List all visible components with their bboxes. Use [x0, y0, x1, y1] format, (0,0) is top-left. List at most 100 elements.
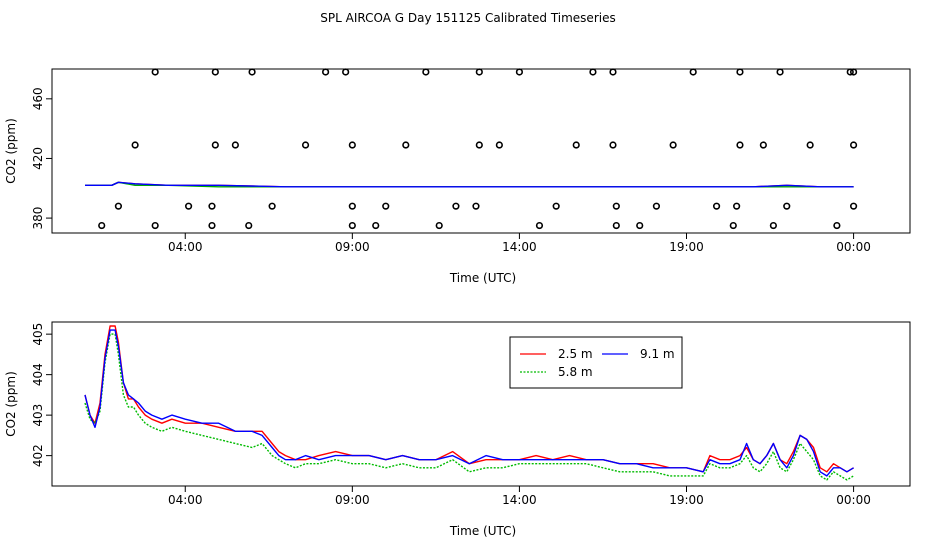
reference-point — [733, 202, 741, 210]
figure-title: SPL AIRCOA G Day 151125 Calibrated Times… — [320, 11, 615, 25]
reference-point — [849, 141, 858, 149]
reference-point — [833, 221, 841, 230]
reference-point — [151, 221, 159, 230]
reference-point — [609, 68, 617, 76]
reference-point — [342, 68, 350, 76]
reference-point — [322, 68, 330, 76]
reference-point — [669, 141, 677, 149]
bottom-series-lines — [84, 325, 854, 481]
top-y-axis-label: CO2 (ppm) — [4, 118, 18, 184]
top-plot-box — [51, 68, 911, 234]
x-tick-label: 14:00 — [502, 240, 537, 254]
reference-point — [131, 141, 139, 149]
legend-label-2-5m: 2.5 m — [558, 347, 593, 361]
reference-point — [422, 68, 430, 76]
reference-point — [211, 68, 219, 76]
legend-box — [509, 336, 683, 389]
legend: 2.5 m 5.8 m 9.1 m — [509, 336, 683, 389]
reference-point — [452, 202, 460, 210]
reference-point — [151, 68, 159, 76]
y-tick-label: 460 — [31, 87, 45, 110]
reference-point — [268, 202, 276, 210]
reference-point — [612, 221, 620, 230]
reference-point — [98, 221, 106, 230]
reference-point — [231, 141, 239, 149]
y-tick-label: 404 — [31, 363, 45, 386]
x-tick-label: 09:00 — [335, 493, 370, 507]
y-tick-label: 405 — [31, 323, 45, 346]
reference-point — [515, 68, 524, 76]
reference-point — [736, 68, 744, 76]
reference-point — [689, 68, 697, 76]
reference-point — [208, 221, 216, 230]
reference-point — [301, 141, 310, 149]
y-tick-label: 402 — [31, 444, 45, 467]
bottom-plot-box — [51, 321, 911, 487]
reference-point — [846, 68, 854, 76]
reference-point — [382, 202, 390, 210]
bottom-y-axis-label: CO2 (ppm) — [4, 371, 18, 437]
panel-bottom-timeseries: 04:00 09:00 14:00 19:00 00:00 402 403 404 405 T… — [4, 321, 911, 538]
reference-point — [849, 202, 858, 210]
reference-point — [475, 141, 483, 149]
reference-point — [612, 202, 620, 210]
top-reference-points — [98, 68, 858, 230]
bottom-x-axis-ticks: 04:00 09:00 14:00 19:00 00:00 — [168, 486, 871, 507]
reference-point — [736, 141, 744, 149]
reference-point — [435, 221, 443, 230]
reference-point — [211, 141, 219, 149]
reference-point — [609, 141, 617, 149]
reference-point — [636, 221, 644, 230]
series-line-2 — [85, 181, 854, 188]
series-line-5-8-m — [84, 333, 854, 481]
top-x-axis-ticks: 04:00 09:00 14:00 19:00 00:00 — [168, 233, 871, 254]
top-y-axis-ticks: 380 420 460 — [31, 87, 52, 230]
reference-point — [348, 141, 356, 149]
reference-point — [184, 202, 193, 210]
reference-point — [849, 68, 858, 76]
reference-point — [776, 68, 784, 76]
x-tick-label: 19:00 — [669, 493, 704, 507]
bottom-x-axis-label: Time (UTC) — [449, 524, 516, 538]
reference-point — [652, 202, 661, 210]
legend-label-5-8m: 5.8 m — [558, 365, 593, 379]
reference-point — [769, 221, 777, 230]
reference-point — [589, 68, 597, 76]
reference-point — [472, 202, 480, 210]
y-tick-label: 380 — [31, 207, 45, 230]
reference-point — [759, 141, 767, 149]
top-series-lines — [85, 181, 854, 188]
reference-point — [535, 221, 544, 230]
reference-point — [806, 141, 814, 149]
x-tick-label: 00:00 — [836, 240, 871, 254]
reference-point — [348, 221, 356, 230]
x-tick-label: 00:00 — [836, 493, 871, 507]
panel-top-reference-gas: 04:00 09:00 14:00 19:00 00:00 380 420 460 Time… — [4, 68, 911, 285]
top-x-axis-label: Time (UTC) — [449, 271, 516, 285]
bottom-y-axis-ticks: 402 403 404 405 — [31, 323, 52, 467]
reference-point — [402, 141, 410, 149]
x-tick-label: 04:00 — [168, 493, 203, 507]
reference-point — [572, 141, 580, 149]
x-tick-label: 09:00 — [335, 240, 370, 254]
reference-point — [372, 221, 380, 230]
reference-point — [114, 202, 123, 210]
x-tick-label: 19:00 — [669, 240, 704, 254]
reference-point — [783, 202, 791, 210]
reference-point — [348, 202, 356, 210]
series-line-2-5-m — [84, 325, 854, 473]
reference-point — [208, 202, 216, 210]
reference-point — [248, 68, 256, 76]
reference-point — [245, 221, 253, 230]
series-line-9-1-m — [84, 329, 854, 477]
reference-point — [552, 202, 560, 210]
x-tick-label: 14:00 — [502, 493, 537, 507]
reference-point — [712, 202, 721, 210]
reference-point — [495, 141, 503, 149]
x-tick-label: 04:00 — [168, 240, 203, 254]
y-tick-label: 420 — [31, 147, 45, 170]
y-tick-label: 403 — [31, 404, 45, 427]
reference-point — [729, 221, 737, 230]
legend-label-9-1m: 9.1 m — [640, 347, 675, 361]
